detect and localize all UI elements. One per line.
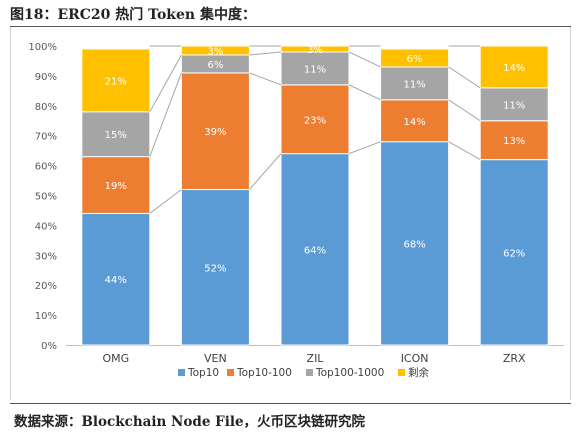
series-line — [149, 189, 182, 214]
data-label: 11% — [304, 64, 326, 75]
series-line — [249, 72, 282, 86]
data-label: 68% — [403, 239, 425, 250]
legend-swatch — [227, 369, 234, 376]
data-label: 52% — [204, 263, 226, 274]
legend-label: Top100-1000 — [315, 367, 384, 379]
x-tick-label: OMG — [102, 352, 129, 365]
bar-segment — [380, 141, 450, 346]
data-label: 44% — [105, 275, 127, 286]
data-label: 6% — [407, 54, 423, 65]
y-tick-label: 30% — [35, 251, 57, 262]
data-label: 3% — [207, 46, 223, 57]
bar-segment — [81, 212, 151, 346]
y-tick-label: 90% — [35, 72, 57, 83]
y-tick-label: 100% — [28, 42, 57, 53]
bar-segment — [280, 45, 350, 53]
series-line — [448, 141, 481, 161]
series-line — [149, 72, 182, 157]
bar-segment — [479, 159, 549, 346]
bar-segment — [81, 48, 151, 113]
data-label: 64% — [304, 245, 326, 256]
y-tick-label: 80% — [35, 102, 57, 113]
chart-frame — [10, 27, 571, 400]
y-tick-label: 0% — [41, 341, 57, 352]
data-label: 13% — [503, 136, 525, 147]
data-label: 19% — [105, 181, 127, 192]
series-line — [149, 54, 182, 113]
data-label: 23% — [304, 115, 326, 126]
data-label: 62% — [503, 248, 525, 259]
bar-segment — [479, 45, 549, 89]
data-label: 6% — [207, 60, 223, 71]
legend-label: Top10 — [187, 367, 219, 379]
bar-segment — [180, 45, 250, 56]
x-tick-label: ICON — [401, 352, 429, 365]
bar-segment — [180, 189, 250, 346]
y-tick-label: 20% — [35, 281, 57, 292]
series-line — [249, 51, 282, 56]
data-label: 15% — [105, 130, 127, 141]
data-label: 39% — [204, 127, 226, 138]
series-line — [348, 51, 381, 68]
bar-segment — [280, 51, 350, 86]
legend-swatch — [306, 369, 313, 376]
bar-segment — [380, 99, 450, 143]
data-label: 3% — [307, 45, 323, 56]
bar-segment — [81, 111, 151, 158]
legend-label: Top10-100 — [236, 367, 292, 379]
figure-title: 图18：ERC20 热门 Token 集中度： — [10, 7, 256, 23]
data-label: 11% — [503, 100, 525, 111]
series-line — [348, 84, 381, 101]
y-tick-label: 10% — [35, 311, 57, 322]
y-tick-label: 50% — [35, 192, 57, 203]
data-label: 11% — [403, 79, 425, 90]
series-line — [249, 153, 282, 190]
bar-segment — [380, 48, 450, 68]
bar-segment — [479, 87, 549, 122]
series-line — [348, 141, 381, 155]
bar-segment — [479, 120, 549, 161]
legend-label: 剩余 — [408, 366, 429, 379]
bottom-rule — [10, 403, 571, 404]
series-line — [448, 99, 481, 122]
bar-segment — [280, 153, 350, 346]
data-label: 21% — [105, 76, 127, 87]
y-tick-label: 60% — [35, 162, 57, 173]
top-rule — [10, 26, 571, 27]
x-tick-label: VEN — [204, 352, 227, 365]
y-tick-label: 40% — [35, 221, 57, 232]
x-tick-label: ZIL — [307, 352, 325, 365]
legend-swatch — [178, 369, 185, 376]
data-label: 14% — [403, 117, 425, 128]
figure-source: 数据来源：Blockchain Node File，火币区块链研究院 — [14, 414, 366, 430]
data-label: 14% — [503, 63, 525, 74]
y-tick-label: 70% — [35, 132, 57, 143]
bar-segment — [81, 156, 151, 214]
legend-swatch — [398, 369, 405, 376]
x-tick-label: ZRX — [503, 352, 526, 365]
series-line — [448, 66, 481, 89]
bar-segment — [380, 66, 450, 101]
